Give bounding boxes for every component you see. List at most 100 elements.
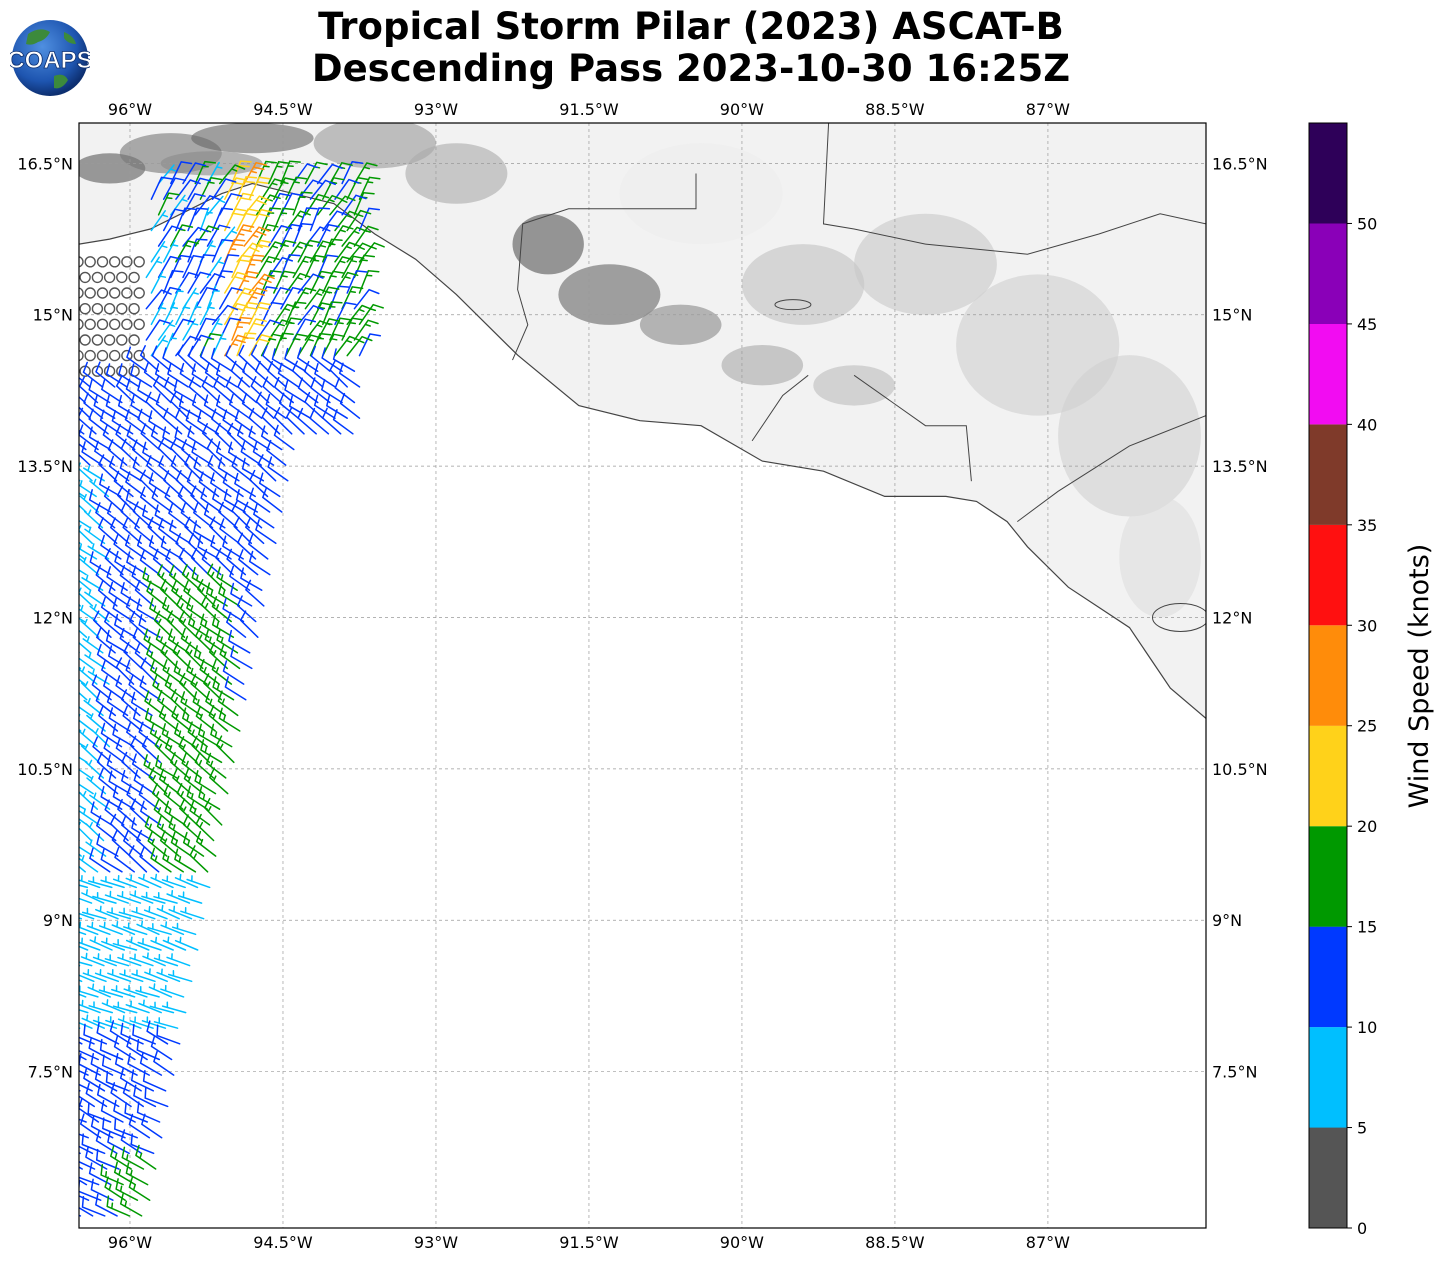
wind-barb xyxy=(158,705,180,732)
wind-barb xyxy=(122,705,143,732)
wind-barb xyxy=(304,320,331,341)
wind-barb xyxy=(157,164,177,185)
wind-barb xyxy=(157,319,176,341)
lat-tick-label-left: 12°N xyxy=(33,609,73,628)
wind-barb xyxy=(79,629,88,638)
wind-barb xyxy=(236,208,260,232)
wind-barb xyxy=(79,875,101,889)
wind-barb xyxy=(262,376,282,404)
wind-barb xyxy=(80,681,100,701)
wind-barb xyxy=(329,225,354,247)
wind-barb xyxy=(98,454,118,482)
wind-barb xyxy=(79,1083,93,1092)
wind-barb xyxy=(230,360,251,388)
wind-barb xyxy=(110,1082,132,1108)
wind-barb xyxy=(199,302,215,326)
wind-barb xyxy=(177,485,197,513)
wind-barb xyxy=(121,1146,145,1170)
wind-barb-calm xyxy=(133,287,145,299)
wind-barb xyxy=(160,535,183,560)
wind-barb xyxy=(154,504,177,529)
wind-barb xyxy=(197,723,221,748)
wind-barb xyxy=(79,504,87,513)
wind-barb xyxy=(98,985,124,998)
wind-barb-calm xyxy=(116,334,128,346)
wind-barb xyxy=(211,178,237,200)
colorbar-segment xyxy=(1309,424,1347,525)
wind-barb xyxy=(194,317,217,341)
wind-barb xyxy=(100,875,125,889)
wind-barb xyxy=(84,589,106,607)
wind-barb-calm xyxy=(133,256,145,268)
wind-barb xyxy=(96,833,119,857)
wind-barb xyxy=(151,487,173,513)
wind-barb xyxy=(81,441,103,466)
wind-barb xyxy=(92,1016,118,1029)
wind-barb xyxy=(133,1084,157,1108)
relief-patch xyxy=(619,143,783,245)
wind-barb xyxy=(108,707,131,732)
wind-barb xyxy=(87,543,110,560)
wind-barb xyxy=(122,517,142,545)
wind-barb xyxy=(254,360,275,388)
wind-barb xyxy=(79,897,93,904)
wind-barb xyxy=(174,407,195,435)
wind-barb-calm xyxy=(128,303,140,315)
wind-barb xyxy=(79,808,101,826)
wind-barb xyxy=(218,193,243,216)
wind-barb-calm xyxy=(116,303,128,315)
wind-barb xyxy=(231,254,254,279)
wind-barb xyxy=(166,889,191,904)
wind-barb xyxy=(292,287,317,310)
wind-barb xyxy=(178,610,198,638)
wind-barb xyxy=(178,395,202,419)
wind-barb xyxy=(190,673,210,701)
wind-barb xyxy=(218,501,238,529)
wind-barb xyxy=(238,344,258,372)
wind-barb xyxy=(164,486,185,513)
wind-barb xyxy=(178,736,198,764)
wind-barb xyxy=(150,1035,173,1061)
wind-barb xyxy=(131,753,153,779)
wind-barb xyxy=(52,1165,74,1184)
wind-barb xyxy=(280,286,304,310)
wind-barb-calm xyxy=(91,334,104,346)
wind-barb xyxy=(90,1178,114,1201)
wind-barb xyxy=(100,1099,124,1123)
lat-tick-label-left: 15°N xyxy=(33,306,73,325)
wind-barb xyxy=(322,301,343,326)
wind-barb xyxy=(93,394,116,419)
wind-barb xyxy=(121,769,143,795)
wind-barb xyxy=(205,690,227,717)
wind-barb xyxy=(140,423,160,451)
wind-barb xyxy=(197,410,220,435)
wind-barb xyxy=(119,969,144,983)
wind-barb xyxy=(105,394,128,419)
wind-barb xyxy=(114,613,137,638)
wind-barb xyxy=(105,629,129,654)
wind-barb xyxy=(55,1179,76,1200)
wind-barb xyxy=(210,472,232,498)
wind-barb xyxy=(85,1146,108,1170)
wind-barb xyxy=(230,582,253,607)
wind-barb xyxy=(95,905,119,920)
wind-barb xyxy=(116,485,136,513)
wind-barb xyxy=(304,288,331,310)
wind-barb xyxy=(233,516,253,545)
wind-barb xyxy=(107,969,132,983)
wind-barb xyxy=(79,453,91,466)
wind-barb xyxy=(211,207,234,232)
wind-barb xyxy=(188,345,209,372)
wind-barb xyxy=(107,1131,130,1155)
wind-barb xyxy=(149,1001,175,1014)
wind-barb xyxy=(106,907,132,920)
wind-barb xyxy=(139,846,160,873)
wind-barb-calm xyxy=(103,271,116,284)
wind-barb xyxy=(257,454,277,482)
wind-barb xyxy=(79,713,94,732)
wind-barb xyxy=(123,641,143,670)
wind-barb xyxy=(111,829,131,857)
wind-barb xyxy=(205,582,228,607)
wind-barb xyxy=(213,376,233,404)
